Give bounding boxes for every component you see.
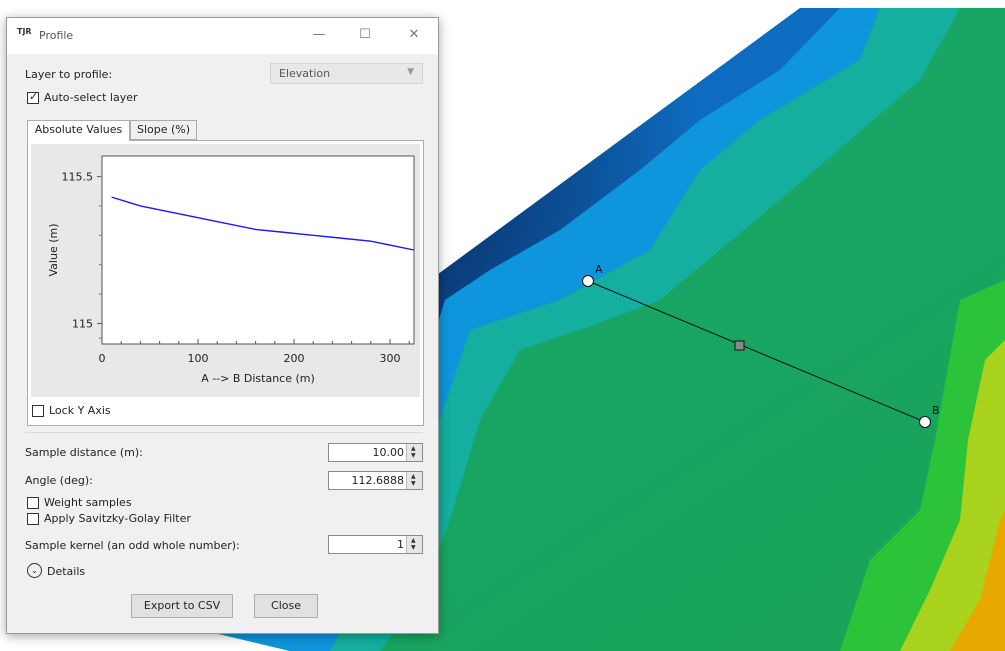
profile-midpoint-handle[interactable] [734, 340, 745, 351]
sample-kernel-input[interactable]: 1 ▲ ▼ [328, 535, 423, 554]
tab-panel: 0 100 200 300 115 115.5 A --> B Distance (m) Va… [27, 140, 424, 426]
sample-distance-spinner[interactable]: ▲ ▼ [406, 444, 422, 461]
tab-slope[interactable]: Slope (%) [130, 120, 197, 140]
x-tick-label: 100 [188, 352, 209, 365]
window-title: Profile [39, 29, 74, 42]
terrain-teal-band [330, 8, 960, 651]
tab-absolute-values-label: Absolute Values [34, 123, 123, 136]
export-csv-button-label: Export to CSV [143, 599, 221, 612]
chevron-down-icon: ▼ [407, 67, 414, 77]
y-tick-label: 115.5 [62, 171, 94, 184]
spin-down-icon[interactable]: ▼ [411, 480, 416, 487]
app-logo-text: TJR [17, 27, 32, 36]
layer-label: Layer to profile: [25, 68, 113, 81]
angle-input[interactable]: 112.6888 ▲ ▼ [328, 471, 423, 490]
checkmark-icon: ✓ [29, 90, 39, 103]
maximize-button[interactable]: ☐ [359, 27, 371, 42]
spin-up-icon[interactable]: ▲ [411, 445, 416, 452]
sample-kernel-spinner[interactable]: ▲ ▼ [406, 536, 422, 553]
sample-distance-label: Sample distance (m): [25, 446, 143, 459]
details-label[interactable]: Details [47, 565, 86, 578]
profile-series-line [111, 196, 415, 251]
close-button-label: Close [271, 599, 301, 612]
savitzky-golay-checkbox[interactable] [27, 513, 39, 525]
layer-select-value: Elevation [279, 67, 331, 80]
spin-up-icon[interactable]: ▲ [411, 537, 416, 544]
close-window-button[interactable]: ✕ [408, 27, 420, 42]
y-tick-label: 115 [72, 317, 93, 330]
sample-kernel-label: Sample kernel (an odd whole number): [25, 539, 240, 552]
profile-chart: 0 100 200 300 115 115.5 A --> B Distance (m) Va… [31, 144, 420, 397]
terrain-orange-zone [950, 510, 1005, 651]
x-axis-label: A --> B Distance (m) [201, 372, 315, 385]
point-b-label: B [932, 404, 940, 417]
minimize-button[interactable]: — [312, 27, 326, 42]
lock-y-axis-label: Lock Y Axis [49, 404, 111, 417]
auto-select-label: Auto-select layer [44, 91, 138, 104]
point-a-handle[interactable] [582, 275, 594, 287]
x-tick-label: 0 [99, 352, 106, 365]
x-tick-label: 200 [284, 352, 305, 365]
lock-y-axis-checkbox[interactable] [32, 405, 44, 417]
layer-select[interactable]: Elevation ▼ [270, 63, 423, 84]
y-axis-label: Value (m) [47, 223, 60, 276]
point-b-handle[interactable] [919, 416, 931, 428]
divider [25, 432, 423, 433]
tab-slope-label: Slope (%) [136, 123, 191, 136]
app-logo-icon: TJR [17, 27, 32, 36]
profile-window: TJR Profile — ☐ ✕ Layer to profile: Elev… [6, 17, 439, 634]
profile-line [587, 280, 926, 423]
sample-distance-value: 10.00 [372, 446, 405, 459]
sample-kernel-value: 1 [397, 538, 404, 551]
title-bar[interactable]: TJR Profile — ☐ ✕ [7, 18, 438, 54]
angle-label: Angle (deg): [25, 474, 93, 487]
savitzky-golay-label: Apply Savitzky-Golay Filter [44, 512, 191, 525]
profile-chart-svg: 0 100 200 300 115 115.5 A --> B Distance (m) Va… [47, 155, 415, 385]
weight-samples-label: Weight samples [44, 496, 132, 509]
plot-area [101, 155, 415, 345]
auto-select-checkbox[interactable]: ✓ [27, 90, 39, 104]
angle-value: 112.6888 [351, 474, 405, 487]
spin-down-icon[interactable]: ▼ [411, 452, 416, 459]
sample-distance-input[interactable]: 10.00 ▲ ▼ [328, 443, 423, 462]
close-button[interactable]: Close [254, 594, 318, 618]
spin-down-icon[interactable]: ▼ [411, 544, 416, 551]
details-expand-icon[interactable]: ⌄ [27, 563, 42, 578]
tab-absolute-values[interactable]: Absolute Values [27, 120, 130, 141]
x-tick-label: 300 [380, 352, 401, 365]
angle-spinner[interactable]: ▲ ▼ [406, 472, 422, 489]
spin-up-icon[interactable]: ▲ [411, 473, 416, 480]
point-a-label: A [595, 263, 603, 276]
terrain-yellow-zone [900, 340, 1005, 651]
export-csv-button[interactable]: Export to CSV [131, 594, 233, 618]
weight-samples-checkbox[interactable] [27, 497, 39, 509]
